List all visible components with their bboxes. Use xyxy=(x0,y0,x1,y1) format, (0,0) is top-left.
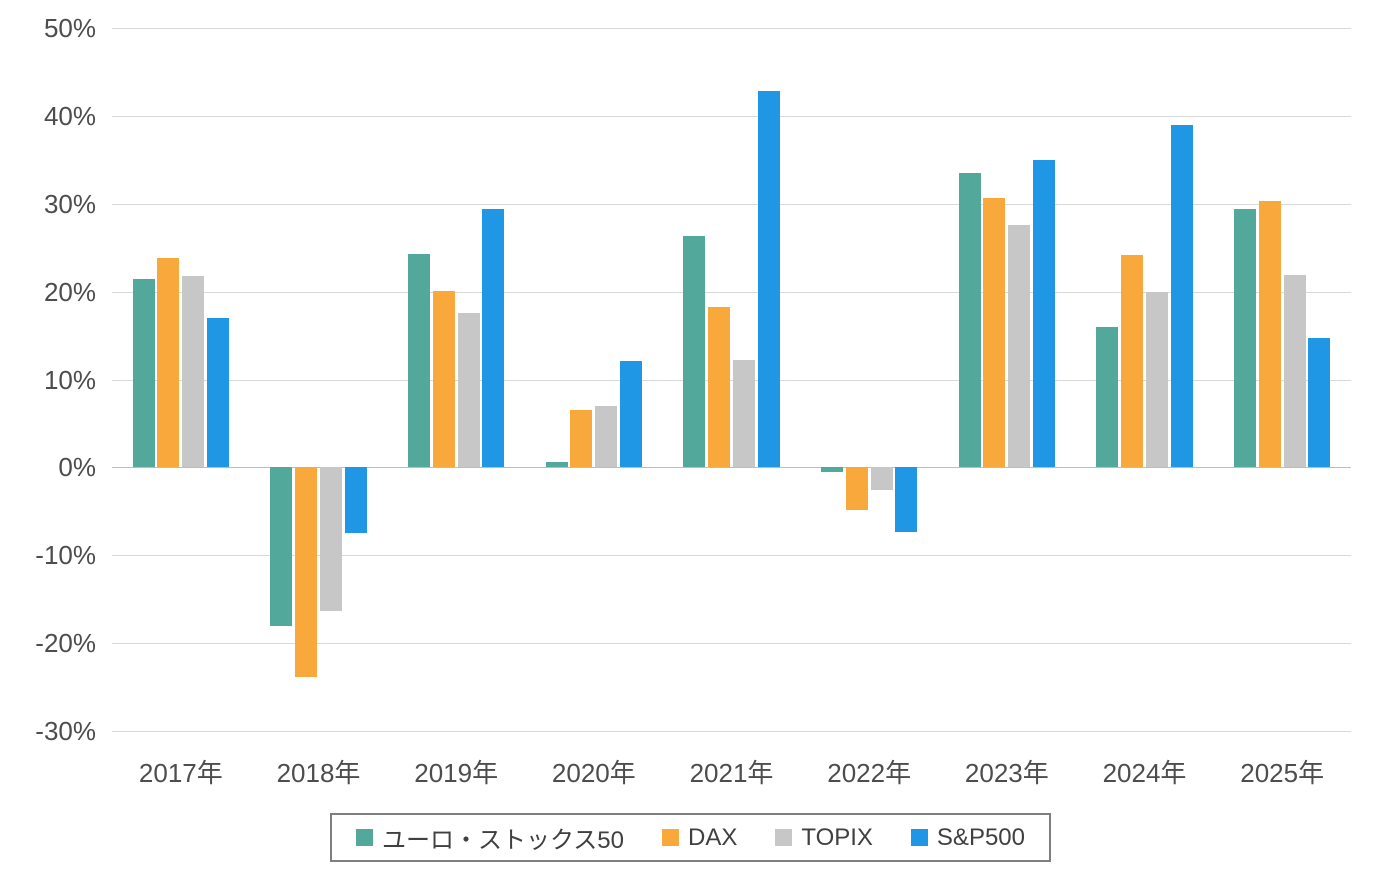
bar-group4-series3 xyxy=(757,91,780,468)
legend-label-dax: DAX xyxy=(687,823,738,851)
bar-group1-series2 xyxy=(319,467,342,611)
x-axis-tick-label: 2018年 xyxy=(276,758,361,788)
bar-group3-series0 xyxy=(545,462,568,468)
bar-group0-series0 xyxy=(132,279,155,468)
bar-group8-series3 xyxy=(1308,338,1331,468)
bar-group7-series3 xyxy=(1170,124,1193,468)
gridline-50 xyxy=(112,28,1351,29)
bar-group2-series1 xyxy=(432,290,455,468)
gridline-0 xyxy=(112,467,1351,469)
bar-group0-series3 xyxy=(206,317,229,468)
bar-group6-series2 xyxy=(1008,224,1031,468)
gridline-30 xyxy=(112,203,1351,205)
bar-group7-series1 xyxy=(1121,254,1144,468)
gridline-20 xyxy=(112,291,1351,293)
y-axis-tick-label: 0% xyxy=(58,452,96,483)
y-axis-tick-label: 10% xyxy=(43,364,96,395)
x-axis-tick-label: 2017年 xyxy=(138,758,223,788)
bar-group3-series3 xyxy=(619,361,642,468)
x-axis-tick-label: 2023年 xyxy=(964,758,1049,788)
x-axis-tick-label: 2019年 xyxy=(414,758,499,788)
bar-group7-series2 xyxy=(1145,291,1168,468)
x-axis-tick-label: 2025年 xyxy=(1240,758,1325,788)
bar-group1-series0 xyxy=(270,467,293,627)
bar-group3-series2 xyxy=(595,405,618,468)
bar-group6-series3 xyxy=(1032,159,1055,468)
bar-group0-series1 xyxy=(157,258,180,468)
bar-group8-series0 xyxy=(1234,209,1257,468)
gridline-10 xyxy=(112,379,1351,381)
bar-group2-series3 xyxy=(482,209,505,468)
y-axis-tick-label: 20% xyxy=(43,276,96,307)
bar-group4-series2 xyxy=(732,360,755,468)
bar-group5-series1 xyxy=(845,467,868,510)
legend-label-topix: TOPIX xyxy=(801,823,873,851)
y-axis-tick-label: 40% xyxy=(43,100,96,131)
bar-group1-series1 xyxy=(295,467,318,678)
bar-group5-series0 xyxy=(821,467,844,472)
gridline--30 xyxy=(112,731,1351,732)
bar-group6-series0 xyxy=(958,172,981,468)
bar-group3-series1 xyxy=(570,410,593,468)
bar-group2-series2 xyxy=(457,312,480,468)
x-axis-tick-label: 2021年 xyxy=(689,758,774,788)
legend-item-topix: TOPIX xyxy=(775,824,873,852)
gridline--20 xyxy=(112,643,1351,645)
bar-group0-series2 xyxy=(182,275,205,468)
bar-group8-series1 xyxy=(1258,201,1281,468)
gridline--10 xyxy=(112,555,1351,557)
legend-item-eurostoxx50: ユーロ・ストックス50 xyxy=(356,820,624,855)
y-axis-tick-label: -10% xyxy=(35,540,96,571)
bar-group4-series0 xyxy=(683,236,706,468)
y-axis-tick-label: 30% xyxy=(43,188,96,219)
bar-group6-series1 xyxy=(983,198,1006,468)
y-axis-tick-label: -20% xyxy=(35,628,96,659)
legend-label-sp500: S&P500 xyxy=(936,823,1025,851)
x-axis-tick-label: 2020年 xyxy=(551,758,636,788)
y-axis-tick-label: -30% xyxy=(35,716,96,746)
sp500-swatch-icon xyxy=(910,829,928,846)
x-axis-tick-label: 2022年 xyxy=(827,758,912,788)
legend: ユーロ・ストックス50 DAX TOPIX S&P500 xyxy=(330,813,1051,862)
bar-group7-series0 xyxy=(1096,326,1119,468)
bar-group2-series0 xyxy=(408,253,431,468)
bar-group8-series2 xyxy=(1283,274,1306,468)
legend-label-eurostoxx50: ユーロ・ストックス50 xyxy=(382,827,624,854)
y-axis-tick-label: 50% xyxy=(43,13,96,43)
bar-group5-series3 xyxy=(895,467,918,532)
topix-swatch-icon xyxy=(775,829,793,846)
bar-group1-series3 xyxy=(344,467,367,534)
legend-item-dax: DAX xyxy=(661,823,738,852)
eurostoxx50-swatch-icon xyxy=(356,829,373,846)
x-axis-tick-label: 2024年 xyxy=(1102,758,1187,788)
plot-area xyxy=(112,28,1351,732)
bar-group5-series2 xyxy=(870,467,893,491)
dax-swatch-icon xyxy=(661,829,679,846)
gridline-40 xyxy=(112,115,1351,117)
legend-item-sp500: S&P500 xyxy=(910,823,1025,852)
bar-group4-series1 xyxy=(708,306,731,468)
